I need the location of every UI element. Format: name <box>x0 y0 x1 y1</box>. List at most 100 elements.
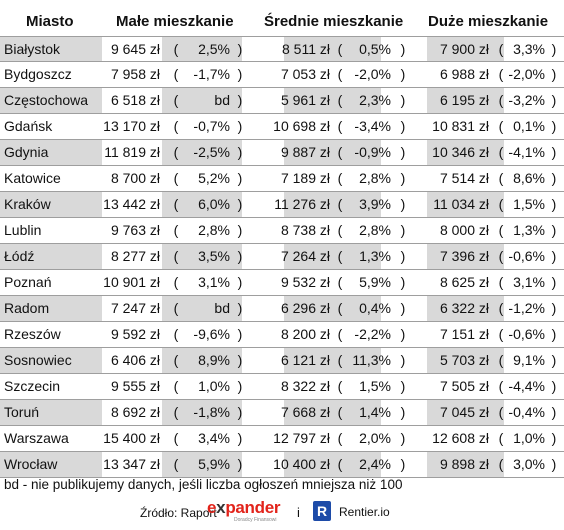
paren: ( <box>173 274 179 290</box>
paren: ) <box>237 92 243 108</box>
small-change-cell: 3,1% <box>198 274 230 290</box>
row-shading <box>284 140 381 165</box>
large-change-cell: 1,0% <box>513 430 545 446</box>
paren: ( <box>498 66 504 82</box>
small-price-cell: 9 763 zł <box>110 222 160 238</box>
table-row: Gdańsk 13 170 zł (-0,7%) 10 698 zł (-3,4%) 10… <box>0 114 564 140</box>
paren: ( <box>173 66 179 82</box>
table-row: Łódź 8 277 zł (3,5%) 7 264 zł (1,3%) 7 396 zł… <box>0 244 564 270</box>
paren: ( <box>337 196 343 212</box>
small-change-cell: 3,4% <box>198 430 230 446</box>
large-change-cell: -2,0% <box>508 66 545 82</box>
table-row: Toruń 8 692 zł (-1,8%) 7 668 zł (1,4%) 7 045 … <box>0 400 564 426</box>
medium-change-cell: 2,0% <box>359 430 391 446</box>
medium-price-cell: 8 738 zł <box>280 222 330 238</box>
paren: ) <box>400 196 406 212</box>
row-shading <box>427 192 504 217</box>
paren: ( <box>498 456 504 472</box>
row-shading <box>284 348 381 373</box>
row-shading <box>284 296 381 321</box>
paren: ( <box>498 404 504 420</box>
row-shading <box>0 37 102 61</box>
header-small: Małe mieszkanie <box>116 13 234 30</box>
large-price-cell: 7 900 zł <box>439 41 489 57</box>
paren: ) <box>400 300 406 316</box>
paren: ( <box>173 248 179 264</box>
paren: ) <box>551 248 557 264</box>
table-body: Białystok 9 645 zł (2,5%) 8 511 zł (0,5%) 7 9… <box>0 36 564 478</box>
large-price-cell: 7 396 zł <box>439 248 489 264</box>
city-cell: Bydgoszcz <box>4 66 72 82</box>
large-price-cell: 7 514 zł <box>439 170 489 186</box>
large-change-cell: 1,3% <box>513 222 545 238</box>
large-change-cell: 3,3% <box>513 41 545 57</box>
paren: ) <box>237 170 243 186</box>
paren: ) <box>237 274 243 290</box>
paren: ) <box>400 456 406 472</box>
small-change-cell: 5,2% <box>198 170 230 186</box>
paren: ( <box>498 92 504 108</box>
expander-logo-subtitle: Doradcy Finansowi <box>234 517 277 523</box>
row-shading <box>0 452 102 477</box>
paren: ( <box>498 352 504 368</box>
large-change-cell: 3,0% <box>513 456 545 472</box>
paren: ( <box>337 300 343 316</box>
row-shading <box>284 37 381 61</box>
medium-price-cell: 11 276 zł <box>274 196 330 212</box>
city-cell: Lublin <box>4 222 42 238</box>
row-shading <box>162 88 242 113</box>
paren: ( <box>337 222 343 238</box>
footnote: bd - nie publikujemy danych, jeśli liczb… <box>4 477 403 492</box>
paren: ) <box>237 378 243 394</box>
large-price-cell: 7 505 zł <box>439 378 489 394</box>
small-price-cell: 7 958 zł <box>110 66 160 82</box>
paren: ) <box>237 300 243 316</box>
large-change-cell: -1,2% <box>508 300 545 316</box>
medium-price-cell: 5 961 zł <box>280 92 330 108</box>
table-row: Lublin 9 763 zł (2,8%) 8 738 zł (2,8%) 8 000 … <box>0 218 564 244</box>
city-cell: Toruń <box>4 404 40 420</box>
medium-price-cell: 9 887 zł <box>280 144 330 160</box>
large-change-cell: -0,6% <box>508 248 545 264</box>
paren: ) <box>237 352 243 368</box>
rentier-logo-icon: R <box>313 501 331 521</box>
row-shading <box>427 348 504 373</box>
paren: ( <box>337 352 343 368</box>
small-change-cell: -1,7% <box>193 66 230 82</box>
small-change-cell: -0,7% <box>193 118 230 134</box>
medium-change-cell: 1,3% <box>359 248 391 264</box>
row-shading <box>162 192 242 217</box>
medium-change-cell: 2,3% <box>359 92 391 108</box>
paren: ) <box>400 430 406 446</box>
small-price-cell: 13 347 zł <box>103 456 160 472</box>
paren: ) <box>551 456 557 472</box>
small-change-cell: -1,8% <box>193 404 230 420</box>
large-price-cell: 10 346 zł <box>432 144 489 160</box>
medium-change-cell: 2,4% <box>359 456 391 472</box>
small-change-cell: -9,6% <box>193 326 230 342</box>
row-shading <box>0 400 102 425</box>
large-price-cell: 8 625 zł <box>439 274 489 290</box>
small-price-cell: 8 692 zł <box>110 404 160 420</box>
paren: ) <box>237 66 243 82</box>
table-row: Bydgoszcz 7 958 zł(-1,7%) 7 053 zł(-2,0%) 6… <box>0 62 564 88</box>
row-shading <box>0 348 102 373</box>
city-cell: Białystok <box>4 41 61 57</box>
small-change-cell: 3,5% <box>198 248 230 264</box>
paren: ) <box>551 378 557 394</box>
large-price-cell: 6 322 zł <box>439 300 489 316</box>
row-shading <box>162 400 242 425</box>
paren: ( <box>173 404 179 420</box>
city-cell: Rzeszów <box>4 326 61 342</box>
paren: ( <box>173 144 179 160</box>
city-cell: Warszawa <box>4 430 69 446</box>
paren: ( <box>337 404 343 420</box>
medium-price-cell: 9 532 zł <box>280 274 330 290</box>
paren: ) <box>400 274 406 290</box>
paren: ( <box>173 92 179 108</box>
large-change-cell: 9,1% <box>513 352 545 368</box>
paren: ) <box>237 248 243 264</box>
small-change-cell: 8,9% <box>198 352 230 368</box>
paren: ) <box>551 41 557 57</box>
paren: ) <box>400 92 406 108</box>
